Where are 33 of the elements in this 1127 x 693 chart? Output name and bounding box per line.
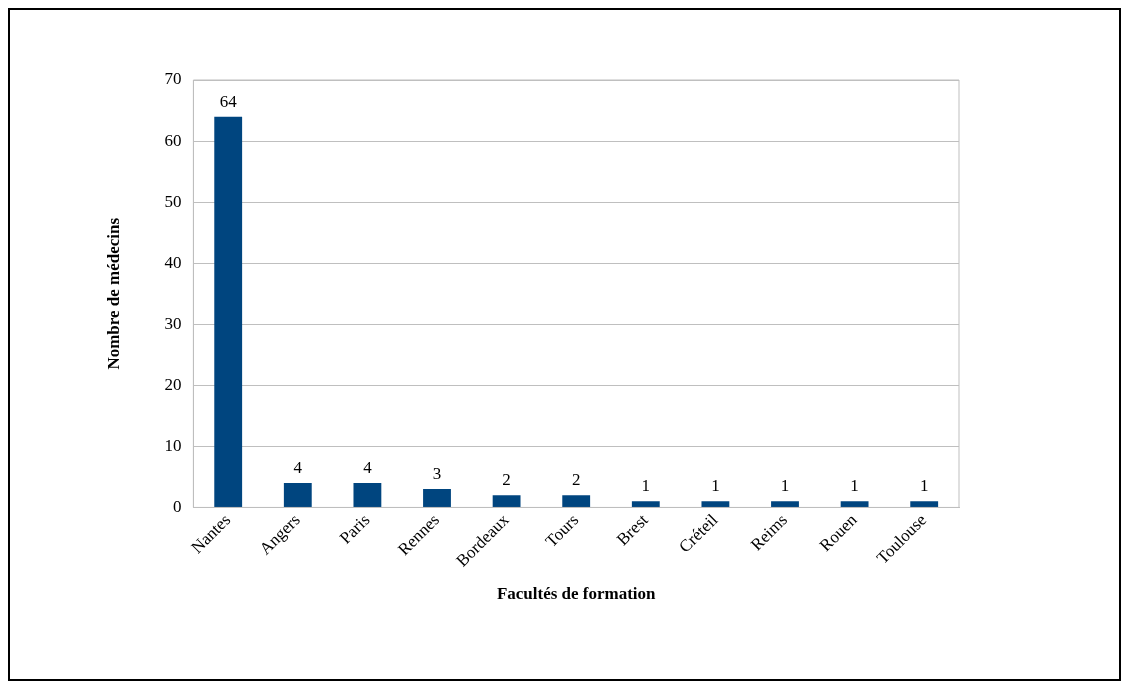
bar [562,495,591,507]
data-label: 64 [219,91,238,111]
data-label: 2 [502,470,511,490]
bar [631,501,660,507]
y-tick-label: 10 [164,435,182,455]
data-label: 1 [780,476,790,496]
bar [283,483,312,507]
data-label: 1 [919,476,929,496]
bar [840,501,869,507]
data-label: 4 [363,457,373,477]
data-label: 1 [711,476,720,496]
y-tick-label: 60 [164,130,182,150]
data-label: 3 [432,464,442,484]
data-label: 1 [641,476,651,496]
bar [353,483,382,507]
data-label: 2 [571,470,581,490]
data-label: 4 [293,457,303,477]
bar [214,116,243,507]
bar [492,495,521,507]
bar [701,501,730,507]
bar [423,489,451,507]
bar [910,501,939,507]
y-tick-label: 0 [172,496,182,516]
x-tick-label: Paris [335,510,374,548]
bar [771,501,799,507]
y-tick-label: 70 [164,69,182,89]
x-axis-title: Facultés de formation [496,584,657,604]
y-tick-label: 40 [164,252,182,272]
y-axis-title: Nombre de médecins [103,217,123,370]
y-tick-label: 30 [164,313,182,333]
data-label: 1 [850,476,859,496]
y-tick-label: 50 [164,191,182,211]
y-tick-label: 20 [164,374,182,394]
